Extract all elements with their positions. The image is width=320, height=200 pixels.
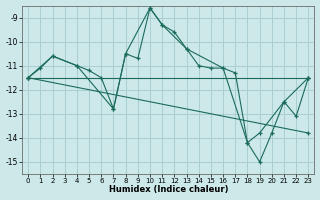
X-axis label: Humidex (Indice chaleur): Humidex (Indice chaleur) bbox=[108, 185, 228, 194]
